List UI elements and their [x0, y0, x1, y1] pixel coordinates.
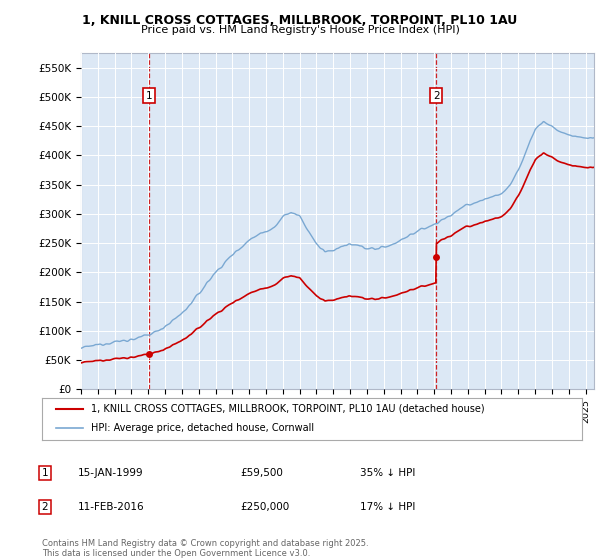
Text: £250,000: £250,000	[240, 502, 289, 512]
Text: HPI: Average price, detached house, Cornwall: HPI: Average price, detached house, Corn…	[91, 423, 314, 433]
Text: 2: 2	[41, 502, 49, 512]
Text: £59,500: £59,500	[240, 468, 283, 478]
Text: Price paid vs. HM Land Registry's House Price Index (HPI): Price paid vs. HM Land Registry's House …	[140, 25, 460, 35]
Text: 11-FEB-2016: 11-FEB-2016	[78, 502, 145, 512]
Text: 1, KNILL CROSS COTTAGES, MILLBROOK, TORPOINT, PL10 1AU (detached house): 1, KNILL CROSS COTTAGES, MILLBROOK, TORP…	[91, 404, 484, 414]
Text: 1, KNILL CROSS COTTAGES, MILLBROOK, TORPOINT, PL10 1AU: 1, KNILL CROSS COTTAGES, MILLBROOK, TORP…	[82, 14, 518, 27]
Text: 17% ↓ HPI: 17% ↓ HPI	[360, 502, 415, 512]
Text: 35% ↓ HPI: 35% ↓ HPI	[360, 468, 415, 478]
Text: 15-JAN-1999: 15-JAN-1999	[78, 468, 143, 478]
Text: 2: 2	[433, 91, 440, 101]
Text: 1: 1	[41, 468, 49, 478]
Text: 1: 1	[146, 91, 152, 101]
Text: Contains HM Land Registry data © Crown copyright and database right 2025.
This d: Contains HM Land Registry data © Crown c…	[42, 539, 368, 558]
